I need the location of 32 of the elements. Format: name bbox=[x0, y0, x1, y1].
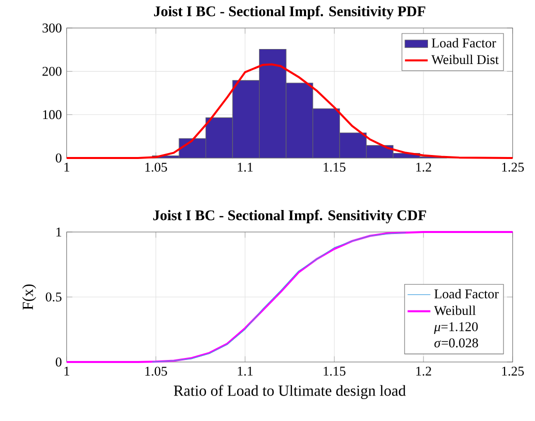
x-tick-label: 1.2 bbox=[416, 162, 432, 172]
chart-title: Joist I BC - Sectional Impf. Sensitivity PDF bbox=[154, 6, 426, 20]
y-tick-label: 0 bbox=[56, 154, 62, 162]
x-axis-title: Ratio of Load to Ultimate design load bbox=[174, 384, 406, 400]
legend-label: Load Factor bbox=[432, 38, 496, 48]
line-series bbox=[66, 230, 514, 363]
y-tick-label: 0.5 bbox=[46, 292, 62, 302]
x-tick-label: 1.1 bbox=[238, 366, 253, 376]
y-tick-label: 1 bbox=[56, 228, 62, 236]
x-tick-label: 1.25 bbox=[502, 162, 524, 172]
x-tick-label: 1.2 bbox=[416, 366, 432, 376]
chart-title: Joist I BC - Sectional Impf. Sensitivity CDF bbox=[153, 210, 426, 224]
line-series bbox=[152, 232, 406, 362]
x-tick-label: 1 bbox=[64, 162, 70, 172]
y-tick-label: 300 bbox=[42, 23, 62, 32]
x-tick-label: 1.15 bbox=[324, 162, 346, 172]
x-tick-label: 1.15 bbox=[324, 366, 346, 376]
line-series bbox=[66, 63, 514, 159]
x-tick-label: 1.25 bbox=[502, 366, 524, 376]
x-tick-label: 1.05 bbox=[145, 366, 168, 376]
annotation: μ=1.120 bbox=[434, 322, 478, 334]
legend-label: Weibull bbox=[434, 306, 476, 316]
x-tick-label: 1.1 bbox=[238, 162, 253, 172]
y-tick-label: 100 bbox=[43, 110, 62, 120]
legend-label: Weibull Dist bbox=[431, 54, 499, 64]
y-tick-label: 0 bbox=[56, 358, 62, 366]
y-tick-label: 200 bbox=[42, 66, 62, 76]
y-axis-title: F(x) bbox=[22, 284, 36, 310]
legend-label: Load Factor bbox=[434, 289, 499, 298]
x-tick-label: 1.05 bbox=[145, 162, 168, 172]
annotation: σ=0.028 bbox=[434, 338, 478, 348]
x-tick-label: 1 bbox=[64, 366, 70, 376]
